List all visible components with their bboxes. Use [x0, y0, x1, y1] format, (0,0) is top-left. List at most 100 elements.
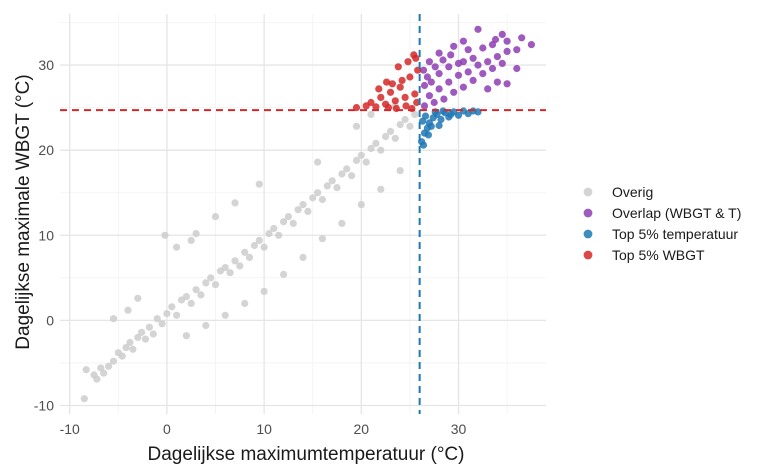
data-point-series-0: [396, 121, 404, 129]
data-point-series-0: [318, 195, 326, 204]
data-point-series-0: [211, 281, 220, 289]
data-point-series-0: [367, 110, 375, 118]
data-point-series-0: [158, 320, 166, 328]
data-point-series-0: [255, 236, 263, 244]
data-point-series-3: [391, 97, 399, 105]
data-point-series-0: [141, 335, 150, 343]
data-point-series-0: [333, 184, 341, 192]
data-point-series-0: [241, 299, 249, 307]
data-point-series-2: [454, 111, 463, 119]
data-point-series-0: [109, 357, 118, 365]
data-point-series-0: [163, 310, 171, 318]
data-point-series-0: [82, 366, 90, 374]
legend-label: Overig: [612, 184, 653, 200]
data-point-series-1: [474, 61, 482, 69]
data-point-series-1: [464, 68, 472, 76]
data-point-series-3: [372, 103, 380, 111]
data-point-series-0: [260, 243, 268, 251]
data-point-series-0: [134, 333, 142, 341]
data-point-series-3: [401, 93, 409, 101]
data-point-series-0: [192, 286, 200, 294]
data-point-series-0: [187, 236, 195, 244]
data-point-series-0: [294, 206, 302, 214]
data-point-series-1: [484, 85, 492, 93]
y-tick-label: 20: [38, 142, 54, 158]
data-point-series-3: [413, 98, 421, 107]
data-point-series-1: [498, 59, 506, 67]
data-point-series-3: [383, 78, 391, 86]
data-point-series-0: [182, 293, 190, 301]
y-axis-title: Dagelijkse maximale WBGT (°C): [13, 74, 34, 349]
data-point-series-2: [419, 141, 428, 149]
data-point-series-0: [338, 170, 346, 178]
data-point-series-0: [145, 323, 153, 331]
data-point-series-1: [469, 54, 477, 62]
data-point-series-2: [424, 131, 432, 139]
legend-marker: [583, 250, 593, 260]
data-point-series-0: [231, 257, 239, 265]
data-point-series-0: [231, 199, 239, 207]
data-point-series-1: [527, 41, 536, 49]
data-point-series-0: [202, 279, 210, 287]
data-point-series-0: [197, 291, 205, 299]
data-point-series-0: [323, 182, 331, 190]
data-points: [80, 25, 536, 403]
data-point-series-1: [450, 42, 458, 50]
data-point-series-0: [328, 177, 336, 185]
data-point-series-1: [445, 78, 453, 86]
data-point-series-1: [503, 47, 511, 56]
data-point-series-3: [406, 73, 414, 81]
data-point-series-0: [348, 172, 356, 180]
data-point-series-1: [454, 71, 463, 79]
data-point-series-0: [173, 243, 181, 251]
data-point-series-0: [153, 315, 161, 323]
data-point-series-0: [168, 303, 176, 311]
data-point-series-3: [398, 76, 406, 84]
data-point-series-1: [484, 58, 492, 66]
data-point-series-1: [439, 56, 447, 64]
data-point-series-0: [352, 156, 361, 164]
data-point-series-3: [404, 58, 412, 66]
data-point-series-0: [221, 311, 229, 319]
grid: [60, 14, 546, 414]
y-tick-label: 30: [38, 57, 54, 73]
data-point-series-0: [401, 115, 409, 124]
data-point-series-1: [425, 92, 433, 100]
data-point-series-0: [80, 395, 88, 403]
data-point-series-0: [391, 134, 399, 142]
threshold-lines: [60, 14, 546, 414]
y-tick-label: 10: [38, 227, 54, 243]
data-point-series-0: [377, 146, 385, 154]
data-point-series-1: [430, 98, 438, 107]
data-point-series-0: [382, 133, 390, 141]
data-point-series-0: [124, 306, 132, 314]
data-point-series-3: [375, 85, 383, 93]
data-point-series-0: [386, 127, 395, 135]
data-point-series-0: [357, 201, 365, 209]
data-point-series-3: [377, 93, 385, 101]
data-point-series-1: [445, 63, 453, 71]
data-point-series-1: [459, 37, 467, 45]
data-point-series-0: [138, 328, 146, 336]
data-point-series-0: [314, 189, 322, 197]
data-point-series-0: [357, 151, 365, 159]
data-point-series-0: [338, 219, 346, 227]
data-point-series-3: [388, 80, 396, 88]
data-point-series-1: [469, 76, 477, 84]
data-point-series-1: [513, 64, 521, 73]
data-point-series-1: [427, 78, 435, 86]
legend-label: Top 5% WBGT: [612, 247, 705, 263]
data-point-series-1: [518, 34, 526, 42]
data-point-series-0: [182, 332, 190, 340]
data-point-series-0: [275, 231, 283, 239]
data-point-series-0: [173, 311, 181, 319]
data-point-series-2: [474, 108, 482, 116]
data-point-series-1: [503, 80, 511, 88]
data-point-series-0: [343, 165, 351, 173]
x-axis-title: Dagelijkse maximumtemperatuur (°C): [148, 444, 465, 465]
data-point-series-0: [161, 231, 169, 239]
x-tick-label: 30: [451, 421, 467, 437]
data-point-series-1: [459, 83, 467, 91]
data-point-series-0: [122, 344, 130, 352]
